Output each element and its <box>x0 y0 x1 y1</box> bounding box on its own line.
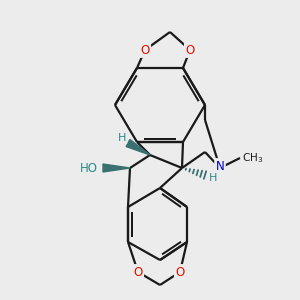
Text: O: O <box>185 44 195 56</box>
Text: N: N <box>216 160 224 172</box>
Polygon shape <box>126 140 150 155</box>
Text: O: O <box>134 266 142 278</box>
Text: HO: HO <box>80 161 98 175</box>
Text: H: H <box>209 173 218 183</box>
Text: O: O <box>176 266 184 278</box>
Text: O: O <box>140 44 150 56</box>
Polygon shape <box>103 164 130 172</box>
Text: CH$_3$: CH$_3$ <box>242 151 263 165</box>
Text: H: H <box>118 133 126 143</box>
